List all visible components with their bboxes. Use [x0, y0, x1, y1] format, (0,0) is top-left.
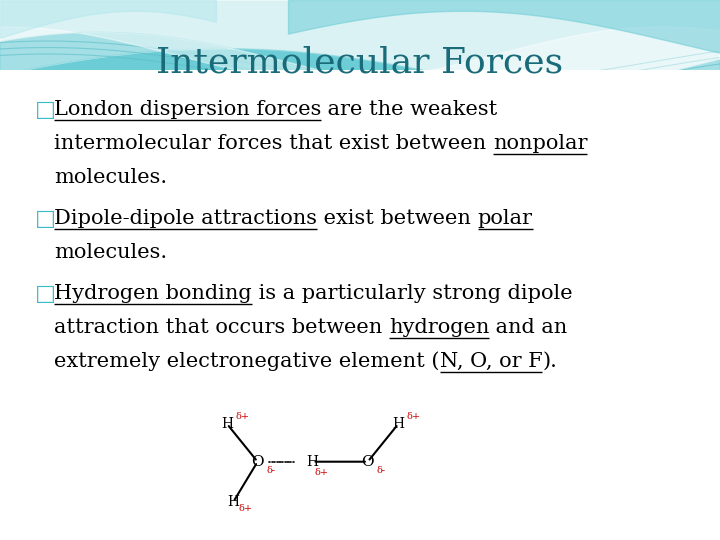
Text: δ+: δ+ [239, 504, 253, 513]
Text: H: H [227, 495, 239, 509]
Text: and an: and an [490, 318, 567, 336]
FancyBboxPatch shape [0, 70, 720, 540]
Text: □: □ [35, 100, 55, 120]
Text: δ+: δ+ [407, 412, 421, 421]
Text: molecules.: molecules. [54, 243, 167, 262]
Text: molecules.: molecules. [54, 168, 167, 187]
Text: H: H [392, 417, 405, 431]
Text: ).: ). [542, 352, 557, 370]
Text: δ+: δ+ [235, 412, 250, 421]
Text: H: H [307, 455, 319, 469]
Text: intermolecular forces that exist between: intermolecular forces that exist between [54, 134, 492, 153]
Text: O: O [251, 455, 264, 469]
FancyBboxPatch shape [0, 0, 720, 92]
Text: hydrogen: hydrogen [389, 318, 490, 336]
Text: δ-: δ- [266, 466, 275, 475]
Text: are the weakest: are the weakest [321, 100, 498, 119]
Text: Intermolecular Forces: Intermolecular Forces [156, 45, 564, 79]
Text: polar: polar [477, 209, 533, 228]
Text: δ-: δ- [377, 466, 385, 475]
Text: N, O, or F: N, O, or F [439, 352, 542, 370]
Text: London dispersion forces: London dispersion forces [54, 100, 321, 119]
Text: Hydrogen bonding: Hydrogen bonding [54, 284, 251, 302]
Text: O: O [361, 455, 374, 469]
Text: attraction that occurs between: attraction that occurs between [54, 318, 389, 336]
Text: nonpolar: nonpolar [492, 134, 588, 153]
Text: exist between: exist between [317, 209, 477, 228]
Text: extremely electronegative element (: extremely electronegative element ( [54, 352, 439, 372]
Text: is a particularly strong dipole: is a particularly strong dipole [251, 284, 572, 302]
Text: □: □ [35, 284, 55, 303]
Text: δ+: δ+ [314, 468, 328, 477]
Text: Dipole-dipole attractions: Dipole-dipole attractions [54, 209, 317, 228]
Text: □: □ [35, 209, 55, 229]
Text: H: H [221, 417, 233, 431]
